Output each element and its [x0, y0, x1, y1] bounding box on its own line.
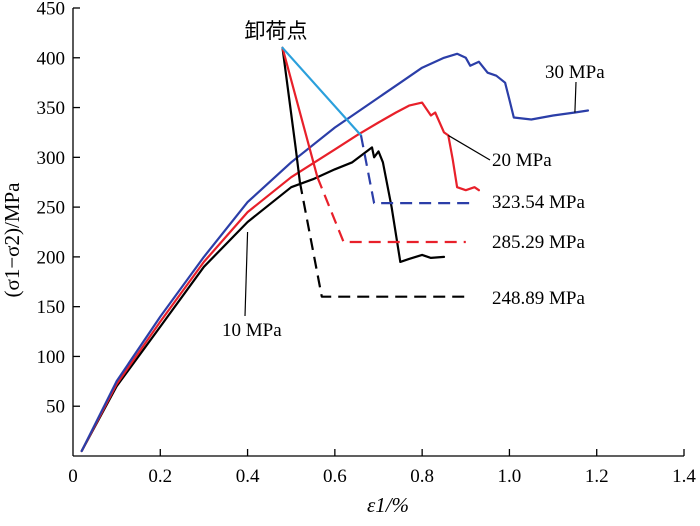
series-line-30-mpa-unloading — [281, 46, 363, 137]
axes: 0 0.2 0.4 0.6 0.8 1.0 1.2 1.4 50 100 150 200 250 300 3… — [37, 0, 697, 487]
annotation-leader — [244, 231, 249, 317]
series-line-323-54-mpa — [359, 135, 475, 205]
annotation-label: 248.89 MPa — [492, 288, 585, 309]
x-tick-label: 1.0 — [498, 466, 522, 487]
unload-point-label: 卸荷点 — [244, 19, 307, 43]
x-tick-label: 0.6 — [323, 466, 347, 487]
annotations: 卸荷点 30 MPa 20 MPa 323.54 MPa 285.29 MPa 248.8… — [222, 19, 605, 341]
x-axis-label: ε1/% — [367, 493, 409, 517]
x-tick-label: 0.8 — [410, 466, 434, 487]
y-tick-label: 250 — [37, 198, 66, 219]
y-tick-label: 300 — [37, 148, 66, 169]
data-lines — [80, 46, 590, 453]
y-tick-label: 350 — [37, 98, 66, 119]
y-axis-label: (σ1−σ2)/MPa — [0, 182, 24, 298]
y-tick-label: 100 — [37, 347, 66, 368]
series-line-30-mpa — [80, 52, 590, 453]
x-tick-label: 0.4 — [236, 466, 260, 487]
annotation-label: 10 MPa — [222, 320, 282, 341]
annotation-label: 323.54 MPa — [492, 192, 585, 213]
y-tick-label: 200 — [37, 247, 66, 268]
y-tick-label: 150 — [37, 297, 66, 318]
x-tick-label: 1.2 — [585, 466, 609, 487]
annotation-label: 20 MPa — [492, 150, 552, 171]
series-line-10-mpa-unloading — [281, 46, 301, 184]
annotation-leader — [574, 81, 577, 113]
x-tick-label: 0 — [68, 466, 78, 487]
y-tick-label: 450 — [37, 0, 66, 20]
annotation-leader — [448, 134, 491, 161]
annotation-label: 285.29 MPa — [492, 232, 585, 253]
series-line-285-29-mpa — [316, 176, 466, 244]
series-line-248-89-mpa — [298, 181, 466, 298]
series-line-20-mpa-unloading — [281, 46, 319, 179]
x-tick-label: 1.4 — [672, 466, 696, 487]
series-line-10-mpa — [80, 146, 446, 453]
y-tick-label: 50 — [46, 397, 65, 418]
y-tick-label: 400 — [37, 48, 66, 69]
series-line-20-mpa — [80, 101, 480, 453]
annotation-label: 30 MPa — [545, 62, 605, 83]
x-tick-label: 0.2 — [148, 466, 172, 487]
